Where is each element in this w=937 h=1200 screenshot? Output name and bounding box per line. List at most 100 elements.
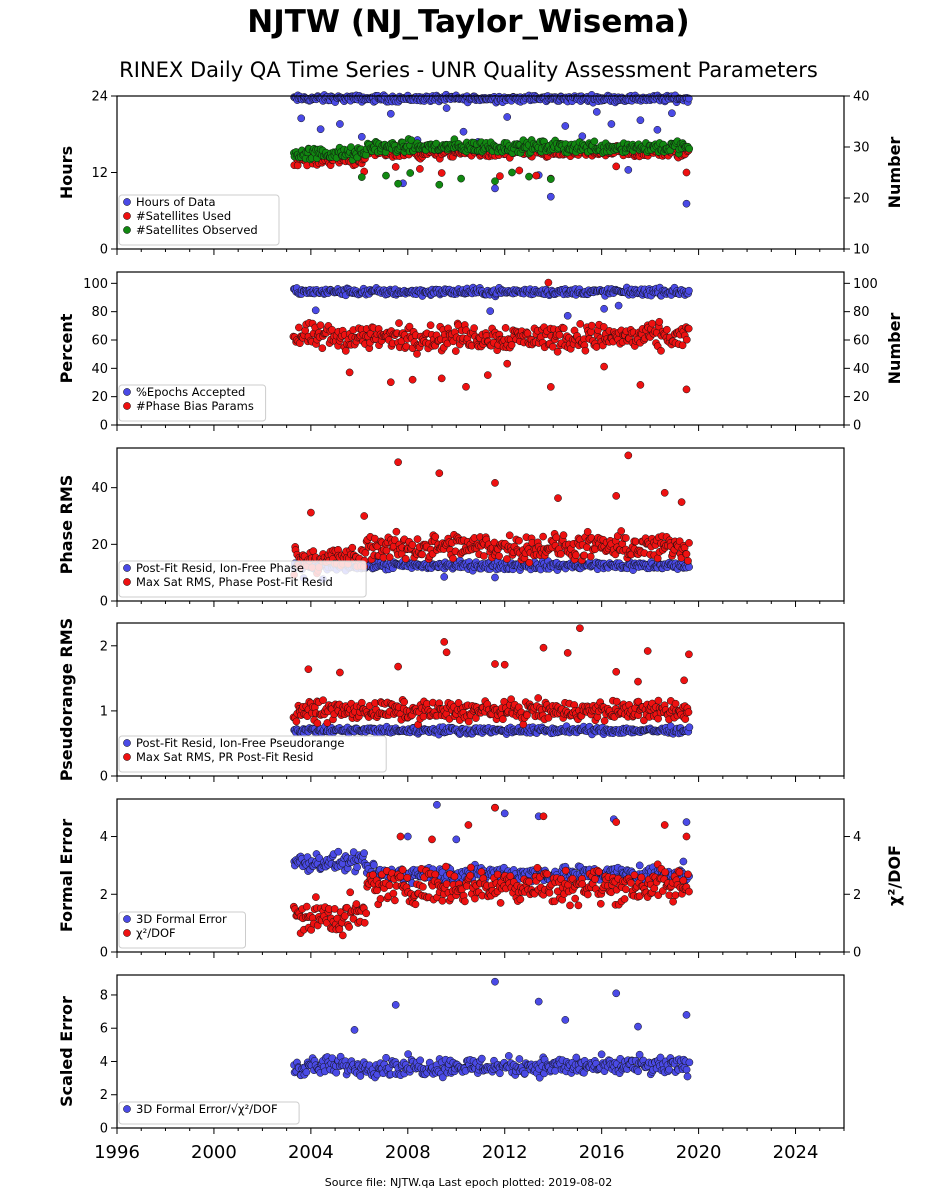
data-point [685, 539, 693, 547]
data-point [416, 165, 424, 173]
y-axis-label: Hours [57, 146, 76, 199]
data-point [292, 717, 301, 726]
data-point [563, 649, 572, 657]
data-point [546, 192, 555, 201]
data-point [464, 717, 473, 726]
data-point [491, 803, 499, 812]
data-point [561, 866, 570, 875]
data-point [356, 1072, 365, 1080]
data-point [581, 346, 590, 355]
legend-entry: Post-Fit Resid, Ion-Free Pseudorange [136, 736, 344, 750]
data-point [653, 125, 662, 134]
data-point [500, 809, 509, 818]
data-point [684, 870, 692, 879]
data-point [297, 114, 306, 123]
data-point [654, 696, 663, 705]
legend-marker [123, 578, 131, 586]
data-point [682, 832, 691, 841]
data-point [411, 900, 420, 909]
data-point [495, 552, 503, 560]
data-point [483, 371, 492, 379]
data-point [561, 122, 570, 130]
y2-axis-label: Number [885, 313, 904, 385]
data-point [634, 1022, 642, 1031]
data-point [345, 368, 354, 377]
data-point [457, 174, 465, 183]
data-point [681, 715, 690, 723]
data-point [491, 479, 499, 487]
data-point [386, 109, 395, 118]
data-point [553, 347, 562, 356]
data-point [459, 127, 468, 136]
data-point [539, 812, 548, 821]
data-point [551, 1067, 560, 1075]
data-point [435, 469, 444, 478]
data-point [391, 1001, 400, 1009]
y-axis-label: Pseudorange RMS [57, 618, 76, 781]
data-point [477, 1054, 486, 1063]
y-tick-label: 2 [100, 888, 108, 903]
legend-marker [123, 388, 131, 396]
data-point [546, 383, 555, 391]
data-point [680, 676, 688, 685]
data-point [348, 543, 357, 552]
data-point [580, 551, 589, 560]
data-point [653, 554, 662, 563]
data-point [600, 716, 609, 725]
legend-entry: #Satellites Observed [136, 223, 258, 237]
data-point [360, 512, 369, 520]
data-point [413, 535, 422, 543]
page-subtitle: RINEX Daily QA Time Series - UNR Quality… [119, 58, 818, 82]
data-point [592, 108, 601, 116]
data-point [382, 546, 391, 555]
series-blue [290, 283, 693, 320]
data-point [385, 881, 394, 890]
data-point [408, 375, 417, 384]
legend-marker [123, 753, 131, 761]
y-tick-label: 0 [100, 946, 108, 961]
data-point [685, 286, 693, 295]
data-point [336, 120, 344, 128]
data-point [665, 1065, 673, 1074]
legend-marker [123, 226, 131, 234]
y-tick-label: 20 [91, 538, 108, 553]
legend-marker [123, 739, 131, 747]
data-point [313, 719, 322, 728]
data-point [533, 863, 542, 872]
y-tick-label: 1 [100, 704, 108, 719]
data-point [382, 171, 390, 180]
data-point [635, 861, 644, 870]
y2-tick-label: 4 [853, 830, 861, 845]
data-point [477, 868, 486, 876]
y-tick-label: 2 [100, 639, 108, 654]
data-point [684, 324, 693, 333]
y-axis-label: Percent [57, 313, 76, 383]
data-point [525, 172, 533, 181]
data-point [544, 278, 553, 287]
y-tick-label: 40 [91, 362, 108, 377]
data-point [357, 173, 366, 181]
y-tick-label: 60 [91, 334, 108, 349]
data-point [386, 378, 395, 387]
data-point [304, 665, 313, 674]
y2-tick-label: 60 [853, 334, 870, 349]
data-point [334, 847, 343, 856]
data-point [591, 875, 599, 883]
series-red [289, 624, 693, 729]
data-point [600, 304, 608, 313]
data-point [595, 867, 603, 876]
data-point [357, 132, 366, 141]
data-point [442, 862, 450, 871]
data-point [394, 458, 402, 467]
data-point [596, 899, 605, 908]
y-tick-label: 4 [100, 1055, 108, 1070]
y-tick-label: 0 [100, 419, 108, 434]
data-point [525, 877, 533, 886]
data-point [416, 1056, 425, 1065]
data-point [515, 536, 523, 545]
data-point [302, 1068, 311, 1077]
data-point [370, 861, 378, 869]
data-point [470, 324, 478, 332]
data-point [503, 113, 512, 121]
